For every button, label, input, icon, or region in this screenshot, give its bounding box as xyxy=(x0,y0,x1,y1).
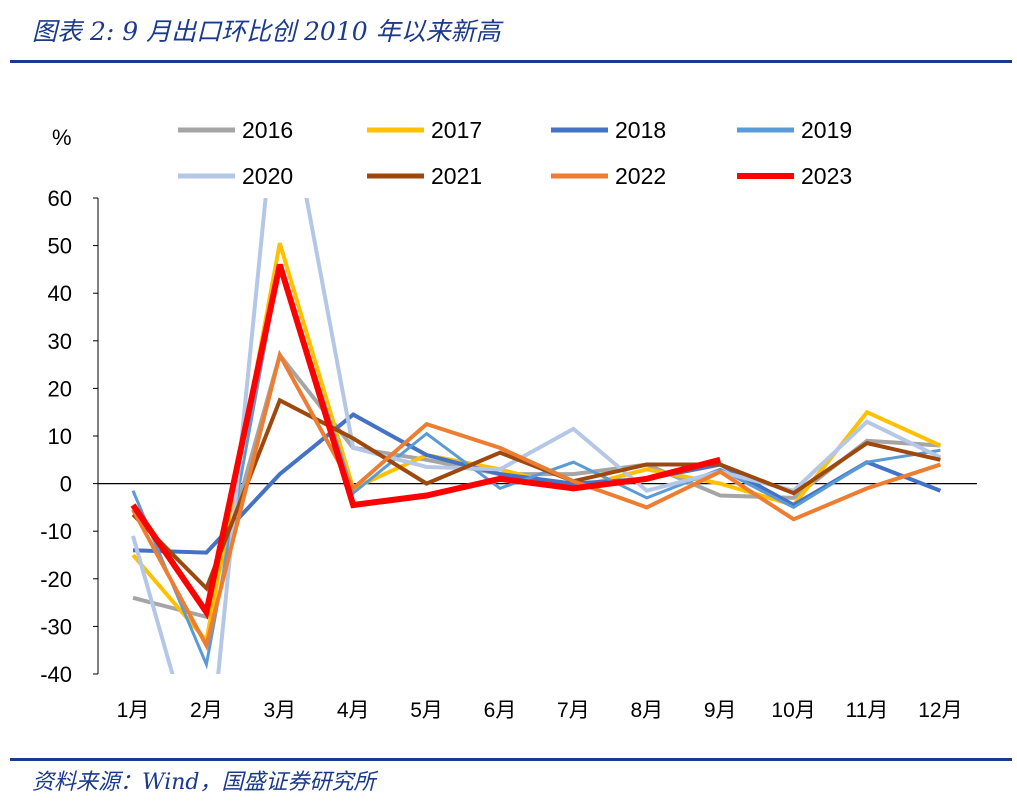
source-note: 资料来源：Wind，国盛证券研究所 xyxy=(32,770,376,795)
series-2020 xyxy=(131,198,942,674)
x-tick-label: 12月 xyxy=(918,699,962,722)
y-axis-label: % xyxy=(52,125,72,150)
x-tick-label: 6月 xyxy=(484,699,517,722)
series-line-2022 xyxy=(131,349,942,651)
legend-label-2022: 2022 xyxy=(615,163,666,189)
y-tick-label: -40 xyxy=(40,662,72,687)
series-line-2021 xyxy=(131,397,941,592)
series-line-2018 xyxy=(132,412,942,555)
series-line-2020 xyxy=(131,198,942,674)
series-line-2023 xyxy=(130,263,721,620)
x-tick-label: 11月 xyxy=(846,699,889,722)
y-tick-label: 20 xyxy=(48,376,72,401)
x-tick-label: 2月 xyxy=(190,699,223,722)
y-tick-label: -30 xyxy=(40,614,72,639)
top-rule xyxy=(10,60,1012,63)
series-2018 xyxy=(132,412,942,555)
y-tick-label: 50 xyxy=(48,234,72,259)
series-2023 xyxy=(130,263,721,620)
legend-label-2019: 2019 xyxy=(801,117,852,143)
legend-label-2016: 2016 xyxy=(242,117,293,143)
bottom-rule xyxy=(10,758,1012,761)
legend-label-2021: 2021 xyxy=(431,163,482,189)
legend-label-2018: 2018 xyxy=(615,117,666,143)
x-tick-label: 5月 xyxy=(410,699,443,722)
x-tick-label: 4月 xyxy=(337,699,370,722)
figure-title: 图表 2: 9 月出口环比创 2010 年以来新高 xyxy=(32,17,501,46)
x-tick-label: 9月 xyxy=(704,699,737,722)
y-tick-label: 0 xyxy=(60,472,72,497)
legend-label-2017: 2017 xyxy=(431,117,482,143)
legend-label-2023: 2023 xyxy=(801,163,852,189)
y-tick-label: 60 xyxy=(48,186,72,211)
x-tick-label: 8月 xyxy=(630,699,663,722)
y-tick-label: -20 xyxy=(40,567,72,592)
series-2021 xyxy=(131,397,941,592)
x-tick-label: 3月 xyxy=(263,699,296,722)
x-tick-label: 10月 xyxy=(771,699,815,722)
x-tick-label: 7月 xyxy=(557,699,590,722)
x-tick-label: 1月 xyxy=(117,699,150,722)
y-tick-label: -10 xyxy=(40,519,72,544)
series-2022 xyxy=(131,349,942,651)
y-tick-label: 10 xyxy=(48,424,72,449)
y-tick-label: 40 xyxy=(48,281,72,306)
legend-label-2020: 2020 xyxy=(242,163,293,189)
y-tick-label: 30 xyxy=(48,329,72,354)
